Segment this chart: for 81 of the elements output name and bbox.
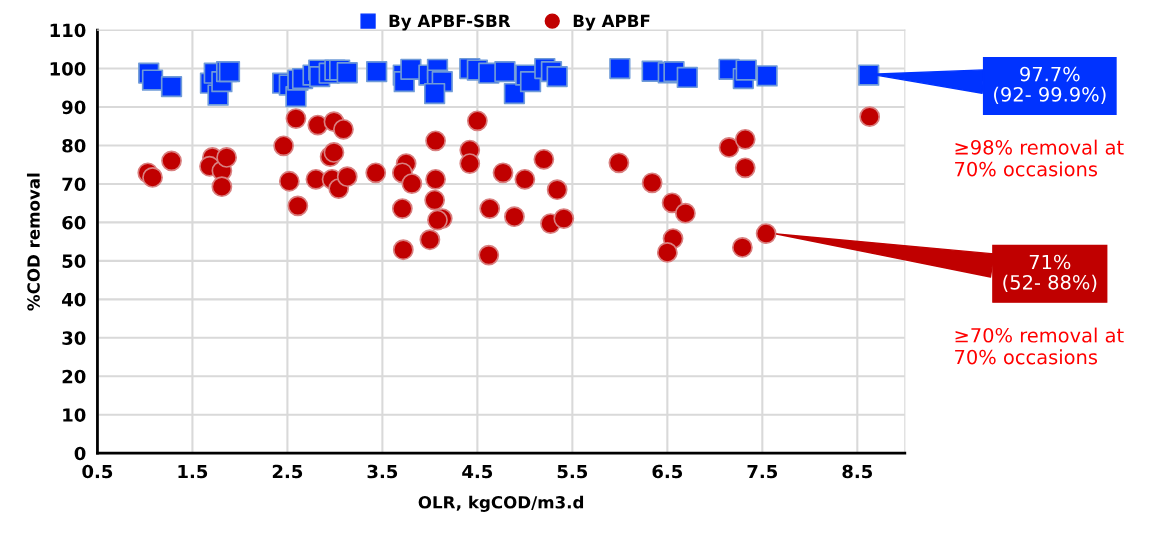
y-tick-label: 90	[62, 100, 86, 115]
point	[160, 75, 183, 98]
x-axis-title: OLR, kgCOD/m3.d	[418, 495, 584, 512]
point	[366, 60, 388, 83]
x-tick-label: 7.5	[747, 464, 778, 479]
point	[674, 202, 696, 224]
point	[553, 208, 575, 229]
point	[676, 66, 698, 89]
point	[336, 166, 358, 188]
point	[494, 60, 516, 83]
point	[141, 69, 164, 91]
point	[859, 106, 881, 128]
text: ≥98% removal at 70% occasions	[955, 139, 1124, 177]
point	[285, 108, 307, 129]
point	[533, 148, 555, 170]
point	[641, 172, 663, 194]
point	[504, 206, 525, 228]
point	[492, 162, 514, 184]
point	[401, 173, 423, 194]
y-tick-label: 20	[62, 369, 86, 384]
y-tick-label: 50	[62, 254, 86, 268]
x-tick-label: 5.5	[557, 464, 588, 479]
point	[423, 82, 446, 105]
point	[323, 141, 345, 163]
y-tick-label: 100	[50, 62, 86, 76]
point	[459, 153, 481, 174]
point	[392, 239, 414, 261]
legend-label: By APBF	[573, 14, 650, 31]
y-tick-label: 40	[62, 292, 86, 307]
point	[466, 110, 488, 132]
point	[479, 198, 501, 219]
point	[287, 195, 309, 217]
point	[731, 237, 753, 258]
point	[427, 209, 448, 231]
y-tick-label: 110	[50, 23, 86, 38]
point	[478, 244, 500, 266]
point	[161, 150, 182, 172]
point	[391, 198, 413, 219]
point	[734, 128, 756, 150]
y-tick-label: 70	[62, 177, 86, 192]
y-tick-label: 80	[62, 138, 86, 153]
point	[336, 62, 358, 84]
y-axis-title: %COD removal	[26, 173, 40, 311]
point	[756, 65, 778, 87]
point	[755, 223, 777, 244]
x-tick-label: 4.5	[462, 464, 493, 479]
x-tick-label: 2.5	[272, 464, 303, 479]
point	[858, 64, 880, 86]
x-tick-label: 3.5	[367, 464, 398, 479]
point	[425, 168, 446, 190]
point	[273, 135, 295, 157]
point	[142, 166, 163, 188]
point	[546, 65, 568, 88]
legend-label: By APBF-SBR	[389, 14, 511, 31]
point	[514, 168, 536, 190]
y-tick-label: 30	[62, 331, 86, 345]
point	[608, 152, 630, 174]
point	[278, 170, 300, 192]
x-tick-label: 1.5	[178, 464, 208, 479]
annotation: 71% (52- 88%)	[1003, 254, 1097, 292]
point	[735, 59, 757, 81]
point	[656, 242, 678, 263]
point	[734, 157, 756, 179]
point	[609, 57, 631, 80]
annotation: 97.7% (92- 99.9%)	[994, 66, 1106, 104]
point	[546, 179, 568, 201]
y-tick-label: 0	[74, 446, 86, 461]
point	[365, 162, 387, 184]
y-tick-label: 10	[63, 408, 86, 422]
point	[333, 118, 354, 140]
point	[424, 189, 446, 211]
point	[216, 146, 238, 168]
x-tick-label: 6.5	[652, 464, 683, 479]
point	[718, 136, 740, 158]
x-tick-label: 8.5	[842, 464, 873, 479]
text: ≥70% removal at 70% occasions	[955, 327, 1124, 365]
point	[211, 176, 233, 198]
point	[419, 229, 441, 251]
x-tick-label: 0.5	[82, 464, 113, 479]
point	[425, 130, 446, 152]
y-tick-label: 60	[62, 215, 86, 230]
